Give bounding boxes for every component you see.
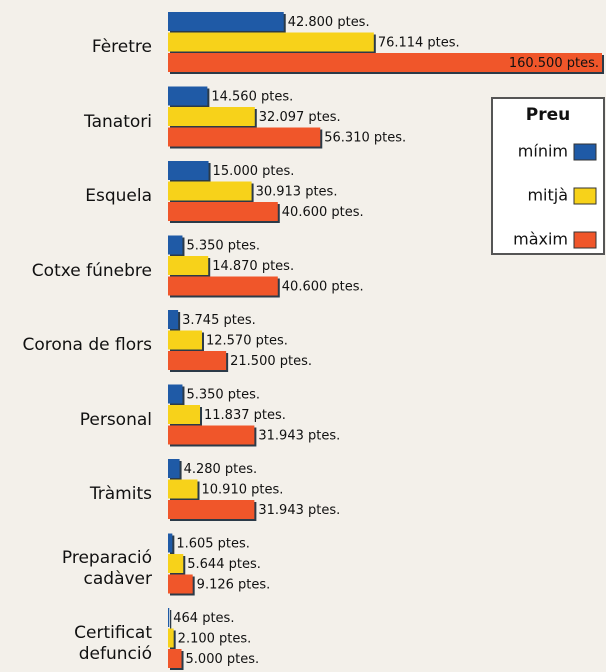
legend-label: mitjà	[527, 186, 568, 205]
value-label: 5.644 ptes.	[187, 557, 261, 572]
bar	[168, 385, 182, 404]
value-label: 31.943 ptes.	[258, 429, 340, 444]
bar	[168, 12, 284, 31]
bar	[168, 426, 254, 445]
legend-swatch	[574, 144, 596, 160]
value-label: 76.114 ptes.	[378, 36, 460, 51]
bar	[168, 575, 193, 594]
legend-title: Preu	[526, 105, 570, 125]
value-label: 2.100 ptes.	[178, 632, 252, 647]
value-label: 30.913 ptes.	[256, 185, 338, 200]
bar	[168, 554, 183, 573]
bar	[168, 277, 278, 296]
bar	[168, 351, 226, 370]
category-label: Corona de flors	[0, 335, 152, 356]
value-label: 1.605 ptes.	[176, 537, 250, 552]
bar	[168, 331, 202, 350]
bar	[168, 649, 182, 668]
category-label: Certificat defunció	[0, 623, 152, 665]
bar	[168, 256, 208, 275]
bar	[168, 608, 169, 627]
bar-shadow	[170, 610, 171, 629]
bar	[168, 182, 252, 201]
bar	[168, 405, 200, 424]
value-label: 4.280 ptes.	[184, 462, 258, 477]
bar	[168, 202, 278, 221]
value-label: 464 ptes.	[173, 611, 234, 626]
bar	[168, 107, 255, 126]
bar	[168, 500, 254, 519]
value-label: 10.910 ptes.	[202, 483, 284, 498]
value-label: 14.560 ptes.	[211, 90, 293, 105]
value-label: 14.870 ptes.	[212, 259, 294, 274]
value-label: 5.000 ptes.	[186, 652, 260, 667]
legend-swatch	[574, 232, 596, 248]
value-label: 32.097 ptes.	[259, 110, 341, 125]
page: Preu 42.800 ptes. 76.114 ptes. 160.500 pte…	[0, 0, 606, 672]
value-label: 42.800 ptes.	[288, 15, 370, 30]
value-label: 160.500 ptes.	[509, 56, 599, 71]
category-label: Fèretre	[0, 37, 152, 58]
bar	[168, 87, 207, 106]
category-label: Tràmits	[0, 484, 152, 505]
bar	[168, 33, 374, 52]
legend-label: màxim	[513, 230, 568, 249]
value-label: 56.310 ptes.	[324, 131, 406, 146]
value-label: 3.745 ptes.	[182, 313, 256, 328]
bar	[168, 534, 172, 553]
category-label: Esquela	[0, 186, 152, 207]
category-label: Cotxe fúnebre	[0, 261, 152, 282]
value-label: 5.350 ptes.	[186, 388, 260, 403]
bar	[168, 128, 320, 147]
bar	[168, 629, 174, 648]
value-label: 40.600 ptes.	[282, 205, 364, 220]
bar	[168, 480, 198, 499]
category-label: Tanatori	[0, 112, 152, 133]
value-label: 21.500 ptes.	[230, 354, 312, 369]
value-label: 31.943 ptes.	[258, 503, 340, 518]
value-label: 40.600 ptes.	[282, 280, 364, 295]
value-label: 11.837 ptes.	[204, 408, 286, 423]
bar	[168, 161, 209, 180]
category-label: Personal	[0, 410, 152, 431]
value-label: 9.126 ptes.	[197, 578, 271, 593]
value-label: 15.000 ptes.	[213, 164, 295, 179]
bar	[168, 310, 178, 329]
legend-swatch	[574, 188, 596, 204]
value-label: 12.570 ptes.	[206, 334, 288, 349]
value-label: 5.350 ptes.	[186, 239, 260, 254]
bar	[168, 459, 180, 478]
legend-label: mínim	[518, 142, 568, 161]
bar	[168, 236, 182, 255]
category-label: Preparació cadàver	[0, 548, 152, 590]
